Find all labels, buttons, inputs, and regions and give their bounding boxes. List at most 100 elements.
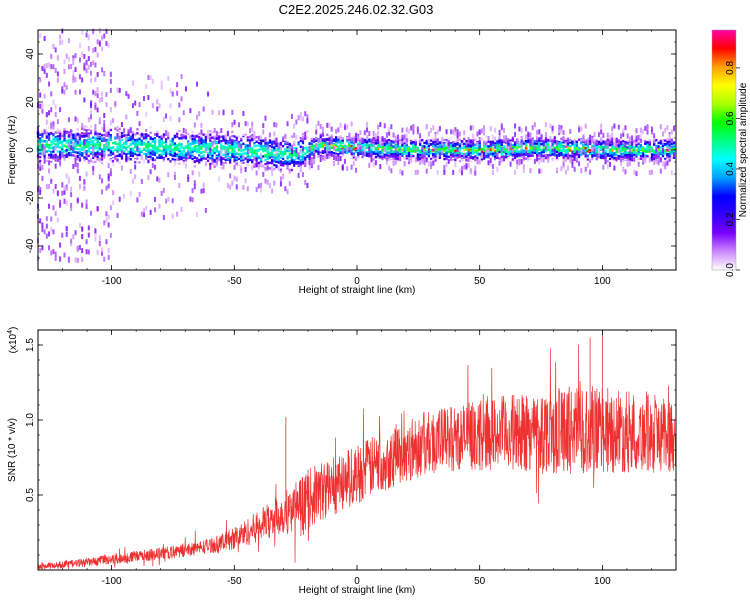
spectrogram-cell xyxy=(524,142,528,145)
spectrogram-cell xyxy=(213,158,216,162)
spectrogram-cell xyxy=(284,162,287,165)
spectrogram-scatter-cell xyxy=(352,160,355,166)
spectrogram-cell xyxy=(195,149,199,152)
spectrogram-scatter-cell xyxy=(388,130,391,136)
spectrogram-cell xyxy=(443,144,446,148)
spectrogram-cell xyxy=(242,130,245,133)
spectrogram-scatter-cell xyxy=(105,211,108,217)
spectrogram-cell xyxy=(193,165,196,168)
spectrogram-cell xyxy=(390,135,393,138)
spectrogram-cell xyxy=(204,146,207,149)
spectrogram-scatter-cell xyxy=(162,187,165,193)
spectrogram-cell xyxy=(350,161,353,164)
spectrogram-scatter-cell xyxy=(178,117,181,123)
spectrogram-cell xyxy=(63,138,66,142)
spectrogram-scatter-cell xyxy=(72,234,75,240)
spectrogram-cell xyxy=(182,159,185,163)
spectrogram-cell xyxy=(138,150,141,154)
spectrogram-scatter-cell xyxy=(297,152,300,158)
spectrogram-cell xyxy=(293,170,296,174)
spectrogram-cell xyxy=(158,135,161,139)
spectrogram-scatter-cell xyxy=(39,165,42,171)
spectrogram-cell xyxy=(282,153,285,156)
spectrogram-scatter-cell xyxy=(76,198,79,204)
spectrogram-cell xyxy=(195,159,199,163)
spectrogram-scatter-cell xyxy=(72,141,75,147)
spectrogram-cell xyxy=(403,142,406,145)
spectrogram-cell xyxy=(209,129,212,133)
spectrogram-cell xyxy=(513,141,517,144)
spectrogram-scatter-cell xyxy=(72,70,75,76)
spectrogram-cell xyxy=(65,153,68,156)
spectrogram-cell xyxy=(109,164,112,167)
spectrogram-cell xyxy=(529,152,532,155)
spectrogram-scatter-cell xyxy=(109,205,112,211)
spectrogram-scatter-cell xyxy=(500,146,503,152)
spectrogram-cell xyxy=(436,146,439,149)
spectrogram-cell xyxy=(178,158,181,161)
spectrogram-scatter-cell xyxy=(370,157,373,163)
spectrogram-cell xyxy=(47,144,51,147)
spectrogram-cell xyxy=(321,149,324,153)
spectrogram-cell xyxy=(240,157,243,161)
spectrogram-cell xyxy=(423,165,426,168)
spectrogram-scatter-cell xyxy=(480,128,483,134)
spectrogram-cell xyxy=(489,148,492,151)
spectrogram-scatter-cell xyxy=(381,141,384,147)
spectrogram-cell xyxy=(308,142,311,145)
spectrogram-scatter-cell xyxy=(403,137,406,143)
spectrogram-cell xyxy=(206,148,210,151)
spectrogram-cell xyxy=(89,151,93,154)
spectrogram-cell xyxy=(339,151,342,155)
spectrogram-scatter-cell xyxy=(262,123,265,129)
spectrogram-cell xyxy=(41,169,44,173)
spectrogram-scatter-cell xyxy=(414,157,417,163)
spectrogram-cell xyxy=(476,152,479,155)
spectrogram-cell xyxy=(474,138,477,142)
spectrogram-scatter-cell xyxy=(54,104,57,110)
spectrogram-cell xyxy=(465,133,468,137)
spectrogram-scatter-cell xyxy=(374,137,377,143)
spectrogram-scatter-cell xyxy=(70,145,73,151)
spectrogram-cell xyxy=(52,182,55,185)
spectrogram-scatter-cell xyxy=(116,212,119,218)
spectrogram-cell xyxy=(458,159,461,163)
spectrogram-cell xyxy=(509,148,512,151)
spectrogram-scatter-cell xyxy=(516,163,519,169)
spectrogram-cell xyxy=(540,162,543,165)
spectrogram-cell xyxy=(452,141,455,144)
spectrogram-cell xyxy=(248,156,252,160)
spectrogram-cell xyxy=(286,155,289,158)
spectrogram-cell xyxy=(217,136,221,140)
spectrogram-scatter-cell xyxy=(101,67,104,73)
spectrogram-cell xyxy=(206,113,210,117)
spectrogram-scatter-cell xyxy=(538,168,541,174)
spectrogram-scatter-cell xyxy=(443,165,446,171)
spectrogram-scatter-cell xyxy=(187,176,190,182)
spectrogram-cell xyxy=(328,138,331,141)
spectrogram-cell xyxy=(248,150,252,154)
spectrogram-cell xyxy=(149,165,152,169)
spectrogram-cell xyxy=(279,152,283,156)
spectrogram-cell xyxy=(496,148,499,151)
spectrogram-cell xyxy=(507,162,510,166)
spectrogram-cell xyxy=(39,138,42,141)
spectrogram-scatter-cell xyxy=(92,147,95,153)
spectrogram-scatter-cell xyxy=(171,213,174,219)
spectrogram-cell xyxy=(494,155,497,159)
spectrogram-scatter-cell xyxy=(101,250,104,256)
spectrogram-scatter-cell xyxy=(416,169,419,175)
spectrogram-scatter-cell xyxy=(67,64,70,70)
spectrogram-scatter-cell xyxy=(96,87,99,93)
spectrogram-cell xyxy=(140,126,143,129)
spectrogram-scatter-cell xyxy=(189,196,192,202)
spectrogram-cell xyxy=(120,134,124,138)
spectrogram-cell xyxy=(136,160,139,164)
spectrogram-cell xyxy=(405,147,408,150)
spectrogram-cell xyxy=(65,121,68,125)
spectrogram-cell xyxy=(229,128,232,132)
spectrogram-cell xyxy=(63,163,66,166)
spectrogram-scatter-cell xyxy=(158,103,161,109)
spectrogram-cell xyxy=(171,128,174,132)
spectrogram-cell xyxy=(85,134,88,138)
